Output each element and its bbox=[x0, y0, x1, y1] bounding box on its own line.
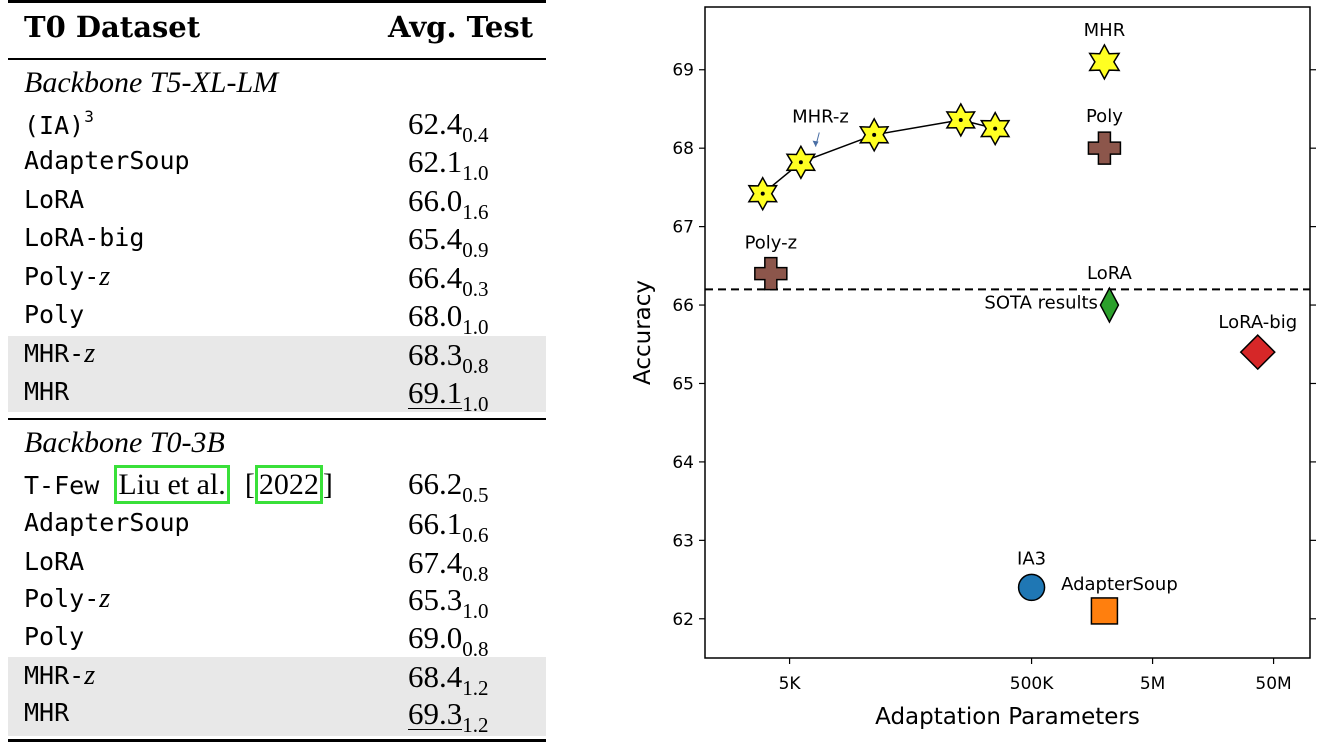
citation-year-link[interactable]: 2022 bbox=[254, 465, 323, 504]
mhr-z-point-dot bbox=[958, 117, 963, 122]
mhr-marker bbox=[1088, 43, 1121, 81]
table-row-method: Poly-z bbox=[24, 583, 111, 614]
y-axis-title: Accuracy bbox=[630, 280, 656, 385]
table-row-value: 68.01.0 bbox=[408, 298, 489, 339]
y-tick-label: 68 bbox=[672, 139, 694, 159]
table-row-value: 69.11.0 bbox=[408, 375, 489, 416]
highlight-band bbox=[8, 336, 546, 412]
ia3-marker bbox=[1017, 573, 1046, 602]
table-row-method: AdapterSoup bbox=[24, 508, 190, 537]
table-row-value: 68.41.2 bbox=[408, 659, 489, 700]
mhr-z-arrow-head bbox=[812, 140, 819, 147]
table-row-method: Poly bbox=[24, 300, 85, 329]
mhr-label: MHR bbox=[1084, 20, 1126, 41]
lora-big-label: LoRA-big bbox=[1218, 312, 1297, 333]
table-row-method: LoRA-big bbox=[24, 223, 145, 252]
mhr-z-point-dot bbox=[798, 160, 803, 165]
y-tick-label: 64 bbox=[672, 453, 694, 473]
table-row-method: MHR-z bbox=[24, 338, 96, 369]
x-tick-label: 500K bbox=[1010, 674, 1054, 694]
x-tick-label: 5K bbox=[779, 674, 802, 694]
y-tick-label: 65 bbox=[672, 374, 694, 394]
y-tick-label: 67 bbox=[672, 218, 694, 238]
table-row-method: Poly-z bbox=[24, 261, 111, 292]
table-row-method: AdapterSoup bbox=[24, 146, 190, 175]
plot-frame bbox=[704, 6, 1311, 659]
table-row-value: 65.40.9 bbox=[408, 221, 489, 262]
y-tick-label: 62 bbox=[672, 610, 694, 630]
sota-results-label: SOTA results bbox=[984, 292, 1098, 313]
table-row-value: 67.40.8 bbox=[408, 545, 489, 586]
table-row-method: MHR bbox=[24, 698, 70, 727]
table-row-method: MHR-z bbox=[24, 660, 96, 691]
poly-z-marker bbox=[754, 256, 788, 291]
section-title: Backbone T0-3B bbox=[24, 426, 225, 459]
table-row-value: 65.31.0 bbox=[408, 582, 489, 623]
highlight-band bbox=[8, 657, 546, 736]
table-row-value: 66.10.6 bbox=[408, 506, 489, 547]
table-row-method: MHR bbox=[24, 377, 70, 406]
table-row-value: 62.11.0 bbox=[408, 144, 489, 185]
mhr-z-point-dot bbox=[872, 132, 877, 137]
poly-marker bbox=[1087, 131, 1122, 165]
table-top-rule bbox=[8, 0, 546, 3]
lora-big-marker bbox=[1239, 334, 1276, 371]
lora-marker bbox=[1099, 286, 1120, 324]
x-tick-label: 5M bbox=[1140, 674, 1165, 694]
table-row-value: 66.01.6 bbox=[408, 183, 489, 224]
lora-label: LoRA bbox=[1087, 263, 1133, 284]
ia3-label: IA3 bbox=[1017, 548, 1046, 569]
table-row-method: Poly bbox=[24, 622, 85, 651]
table-row-value: 66.20.5 bbox=[408, 466, 489, 507]
y-tick-label: 63 bbox=[672, 531, 694, 551]
adaptersoup-marker bbox=[1090, 597, 1119, 625]
results-table: T0 Dataset Avg. Test Backbone T5-XL-LM (… bbox=[0, 0, 548, 745]
poly-z-label: Poly-z bbox=[745, 233, 798, 254]
section-title: Backbone T5-XL-LM bbox=[24, 66, 279, 99]
table-row-value: 69.00.8 bbox=[408, 620, 489, 661]
table-row-value: 62.40.4 bbox=[408, 106, 489, 147]
table-row-method: LoRA bbox=[24, 547, 85, 576]
adaptersoup-label: AdapterSoup bbox=[1061, 574, 1178, 595]
table-row-value: 68.30.8 bbox=[408, 337, 489, 378]
poly-label: Poly bbox=[1086, 106, 1123, 127]
y-tick-label: 69 bbox=[672, 61, 694, 81]
section-rule bbox=[8, 418, 546, 420]
y-tick-label: 66 bbox=[672, 296, 694, 316]
table-row-method: LoRA bbox=[24, 185, 85, 214]
table-bottom-rule bbox=[8, 739, 546, 742]
table-row-value: 69.31.2 bbox=[408, 696, 489, 737]
header-rule bbox=[8, 58, 546, 60]
header-dataset: T0 Dataset bbox=[24, 10, 201, 44]
x-tick-label: 50M bbox=[1255, 674, 1291, 694]
mhr-z-label: MHR-z bbox=[792, 107, 849, 128]
mhr-z-point-dot bbox=[760, 191, 765, 196]
table-row-value: 66.40.3 bbox=[408, 260, 489, 301]
table-row-method: (IA)3 bbox=[24, 107, 94, 140]
mhr-z-point-dot bbox=[993, 126, 998, 131]
header-avg-test: Avg. Test bbox=[388, 10, 534, 44]
citation-author-link[interactable]: Liu et al. bbox=[114, 465, 230, 504]
x-axis-title: Adaptation Parameters bbox=[875, 704, 1140, 730]
table-row-method: T-Few Liu et al. [2022] bbox=[24, 465, 333, 504]
